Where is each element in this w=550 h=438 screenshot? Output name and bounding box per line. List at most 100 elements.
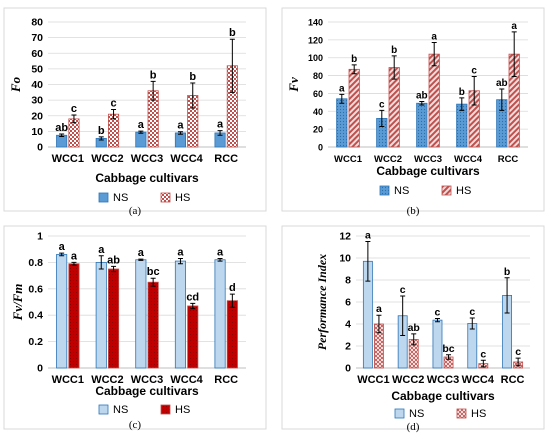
bar-hs (348, 68, 360, 148)
legend-swatch-hs (441, 185, 452, 196)
panel-caption: (b) (407, 205, 420, 217)
x-axis-label: Cabbage cultivars (391, 389, 495, 403)
significance-label: a (71, 250, 78, 262)
bar-ns (95, 261, 107, 369)
y-tick-label: 8 (345, 275, 351, 287)
significance-label: a (365, 230, 371, 242)
bar-ns (174, 260, 187, 369)
significance-label: bc (442, 343, 454, 355)
error-bar (511, 31, 517, 77)
panel-caption: (a) (129, 205, 142, 217)
y-tick-label: 6 (345, 297, 351, 309)
error-bar (150, 80, 156, 101)
error-bar (459, 97, 465, 111)
y-tick-label: 0.6 (28, 283, 43, 295)
significance-label: c (110, 98, 116, 110)
error-bar (111, 265, 117, 273)
error-bar (391, 55, 397, 80)
error-bar (339, 93, 345, 104)
bar-ns (56, 134, 68, 148)
significance-label: a (511, 21, 517, 32)
y-tick-label: 140 (308, 18, 323, 28)
y-tick-label: 30 (31, 95, 43, 107)
significance-label: b (351, 54, 357, 65)
y-tick-label: 40 (313, 107, 323, 117)
bar-hs (147, 281, 159, 369)
y-tick-label: 0 (37, 363, 43, 375)
significance-label: bc (147, 266, 160, 278)
error-bar (190, 82, 196, 109)
error-bar (71, 114, 77, 124)
x-tick-label: WCC4 (170, 374, 203, 386)
error-bar (177, 257, 183, 265)
significance-label: a (217, 119, 224, 131)
legend-label-hs: HS (471, 408, 486, 420)
error-bar (480, 359, 486, 368)
y-tick-label: 80 (31, 17, 43, 29)
y-tick-label: 12 (339, 231, 351, 243)
y-tick-label: 120 (308, 35, 323, 45)
error-bar (217, 130, 223, 136)
legend-swatch-hs (160, 192, 171, 203)
error-bar (376, 314, 382, 334)
error-bar (411, 333, 417, 346)
panel-caption: (c) (129, 419, 142, 431)
x-tick-label: WCC2 (91, 153, 123, 165)
legend-label-hs: HS (175, 404, 190, 416)
y-tick-label: 0.8 (28, 257, 43, 269)
significance-label: a (59, 241, 66, 253)
significance-label: c (400, 284, 406, 296)
x-tick-label: WCC3 (427, 374, 459, 386)
significance-label: b (459, 87, 465, 98)
significance-label: c (515, 346, 521, 358)
significance-label: c (471, 65, 477, 76)
y-tick-label: 0 (345, 363, 351, 375)
error-bar (111, 109, 117, 120)
y-tick-label: 1 (37, 231, 43, 243)
significance-label: c (435, 307, 441, 319)
error-bar (431, 42, 437, 67)
significance-label: c (71, 103, 77, 115)
bar-hs (68, 263, 80, 369)
legend-label-ns: NS (394, 185, 409, 197)
error-bar (98, 255, 104, 270)
error-bar (190, 302, 196, 310)
error-bar (419, 100, 425, 106)
y-tick-label: 70 (31, 32, 43, 44)
y-tick-label: 20 (31, 110, 43, 122)
error-bar (515, 357, 521, 367)
x-tick-label: WCC1 (334, 154, 363, 165)
x-tick-label: WCC2 (374, 154, 402, 165)
significance-label: ab (416, 90, 428, 101)
bar-ns (56, 254, 68, 369)
error-bar (499, 88, 505, 111)
error-bar (138, 258, 144, 261)
significance-label: c (379, 99, 385, 110)
bar-ns (174, 132, 187, 148)
legend-label-ns: NS (113, 404, 128, 416)
legend-swatch-ns (98, 192, 109, 203)
error-bar (434, 318, 440, 323)
bar-ns (467, 323, 478, 369)
error-bar (150, 277, 156, 287)
x-axis-label: Cabbage cultivars (376, 164, 480, 178)
chart-panel-4: 0 2 4 6 8 10 12 Performance Index WCC1 a a WCC2 c ab W… (281, 225, 545, 433)
x-axis-label: Cabbage cultivars (95, 384, 199, 398)
bar-ns (214, 259, 226, 369)
x-tick-label: WCC3 (131, 153, 163, 165)
x-tick-label: WCC3 (131, 374, 163, 386)
panel-frame (281, 225, 545, 430)
significance-label: b (150, 69, 157, 81)
legend-swatch-ns (379, 185, 390, 196)
x-tick-label: WCC1 (357, 374, 389, 386)
y-tick-label: 0 (318, 143, 323, 153)
x-tick-label: WCC4 (170, 153, 203, 165)
bar-ns (432, 319, 443, 369)
error-bar (469, 317, 475, 330)
significance-label: b (98, 125, 105, 137)
legend-label-hs: HS (456, 185, 471, 197)
chart-panel-1: 01020304050607080FoWCC1abcWCC2bcWCC3abWC… (3, 7, 267, 217)
x-tick-label: WCC2 (392, 374, 424, 386)
significance-label: b (391, 45, 397, 56)
error-bar (71, 261, 77, 266)
